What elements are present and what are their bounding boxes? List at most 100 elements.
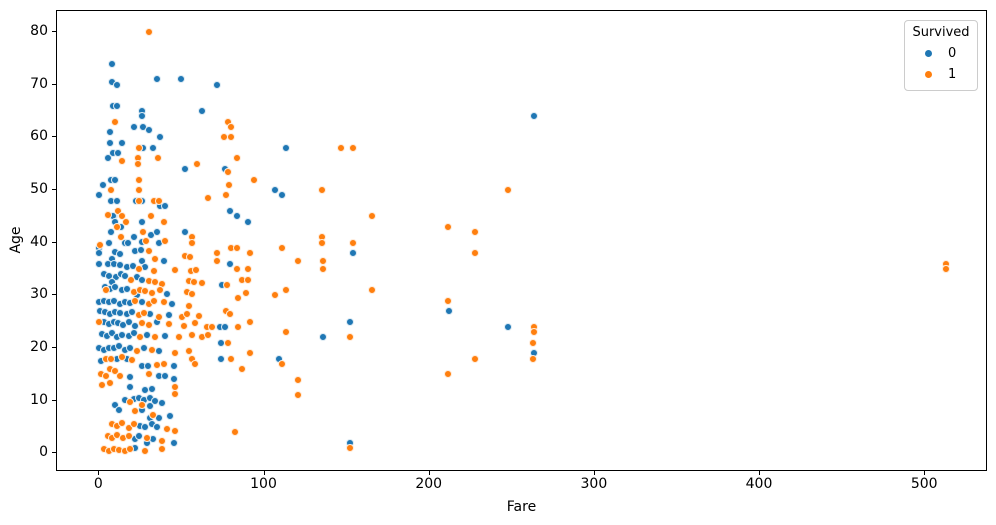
- data-point-survived-1: [179, 321, 188, 330]
- data-point-survived-1: [212, 257, 221, 266]
- data-point-survived-1: [317, 186, 326, 194]
- data-point-survived-0: [345, 317, 354, 326]
- data-point-survived-1: [160, 237, 169, 246]
- data-point-survived-0: [116, 249, 125, 258]
- data-point-survived-1: [471, 228, 480, 237]
- data-point-survived-0: [103, 154, 112, 163]
- data-point-survived-0: [164, 311, 173, 320]
- data-point-survived-1: [188, 289, 196, 298]
- data-point-survived-1: [234, 293, 242, 302]
- data-point-survived-1: [159, 359, 168, 368]
- data-point-survived-1: [118, 157, 127, 166]
- x-tick-label: 0: [93, 476, 103, 492]
- data-point-survived-0: [181, 228, 190, 237]
- data-point-survived-1: [159, 217, 168, 226]
- data-point-survived-0: [282, 143, 291, 152]
- x-tick: [759, 471, 760, 475]
- data-point-survived-0: [225, 259, 234, 268]
- data-point-survived-1: [134, 186, 143, 194]
- x-tick-label: 100: [250, 476, 277, 492]
- data-point-survived-1: [103, 210, 112, 219]
- data-point-survived-0: [161, 331, 170, 340]
- x-tick-label: 500: [910, 476, 938, 492]
- data-point-survived-1: [96, 241, 105, 250]
- data-point-survived-0: [216, 354, 225, 363]
- y-tick: [52, 347, 56, 348]
- data-point-survived-0: [212, 80, 221, 89]
- data-point-survived-0: [169, 438, 178, 447]
- data-point-survived-1: [113, 207, 122, 216]
- data-point-survived-1: [197, 278, 206, 287]
- x-tick: [98, 471, 100, 475]
- legend-marker-icon: [925, 50, 932, 57]
- data-point-survived-1: [367, 286, 376, 294]
- data-point-survived-1: [224, 167, 233, 176]
- y-tick: [52, 83, 56, 85]
- data-point-survived-1: [226, 133, 235, 142]
- data-point-survived-1: [191, 359, 200, 368]
- data-point-survived-1: [148, 410, 157, 419]
- data-point-survived-1: [194, 312, 203, 321]
- data-point-survived-0: [105, 238, 113, 247]
- data-point-survived-1: [227, 122, 236, 131]
- x-tick: [924, 471, 926, 475]
- data-point-survived-1: [117, 418, 126, 427]
- data-point-survived-1: [156, 286, 165, 294]
- data-point-survived-0: [221, 322, 230, 331]
- data-point-survived-0: [169, 374, 178, 383]
- data-point-survived-1: [293, 257, 302, 266]
- data-point-survived-0: [177, 75, 186, 84]
- y-tick-label: 70: [30, 75, 48, 92]
- data-point-survived-1: [131, 407, 140, 416]
- y-tick: [52, 31, 56, 33]
- data-point-survived-1: [149, 267, 158, 276]
- data-point-survived-0: [348, 249, 357, 258]
- data-point-survived-1: [129, 420, 138, 429]
- data-point-survived-0: [112, 196, 121, 205]
- data-point-survived-0: [106, 138, 114, 147]
- data-point-survived-0: [278, 191, 287, 200]
- y-tick-label: 30: [30, 286, 48, 303]
- data-point-survived-1: [143, 433, 151, 442]
- data-point-survived-1: [278, 359, 287, 368]
- data-point-survived-1: [134, 196, 143, 205]
- data-point-survived-1: [319, 265, 328, 273]
- y-tick-label: 40: [30, 233, 48, 250]
- data-point-survived-1: [224, 338, 233, 347]
- data-point-survived-0: [152, 422, 161, 431]
- data-point-survived-1: [271, 291, 280, 300]
- data-point-survived-1: [232, 243, 241, 252]
- data-point-survived-0: [95, 191, 104, 200]
- data-point-survived-0: [130, 122, 138, 131]
- data-point-survived-0: [161, 201, 170, 210]
- data-point-survived-1: [183, 310, 191, 319]
- x-tick: [263, 471, 265, 475]
- x-tick: [593, 471, 595, 475]
- data-point-survived-1: [126, 444, 135, 453]
- data-point-survived-0: [111, 175, 119, 184]
- data-point-survived-1: [137, 400, 146, 409]
- data-point-survived-0: [159, 257, 168, 266]
- data-point-survived-1: [244, 265, 252, 273]
- data-point-survived-1: [117, 353, 126, 362]
- data-point-survived-1: [191, 319, 200, 328]
- data-point-survived-1: [242, 288, 251, 297]
- x-tick: [428, 471, 430, 475]
- data-point-survived-1: [121, 217, 130, 226]
- data-point-survived-1: [317, 238, 326, 247]
- data-point-survived-1: [278, 243, 287, 252]
- data-point-survived-0: [138, 112, 147, 121]
- data-point-survived-1: [208, 322, 217, 331]
- data-point-survived-1: [95, 317, 104, 326]
- y-tick-label: 0: [39, 444, 48, 461]
- data-point-survived-0: [95, 249, 104, 258]
- x-tick-label: 400: [745, 476, 773, 492]
- data-point-survived-1: [345, 444, 354, 453]
- data-point-survived-0: [106, 228, 115, 237]
- data-point-survived-1: [213, 249, 221, 258]
- data-point-survived-1: [148, 345, 156, 354]
- data-point-survived-1: [188, 238, 196, 247]
- y-tick: [52, 136, 56, 138]
- data-point-survived-1: [204, 330, 213, 339]
